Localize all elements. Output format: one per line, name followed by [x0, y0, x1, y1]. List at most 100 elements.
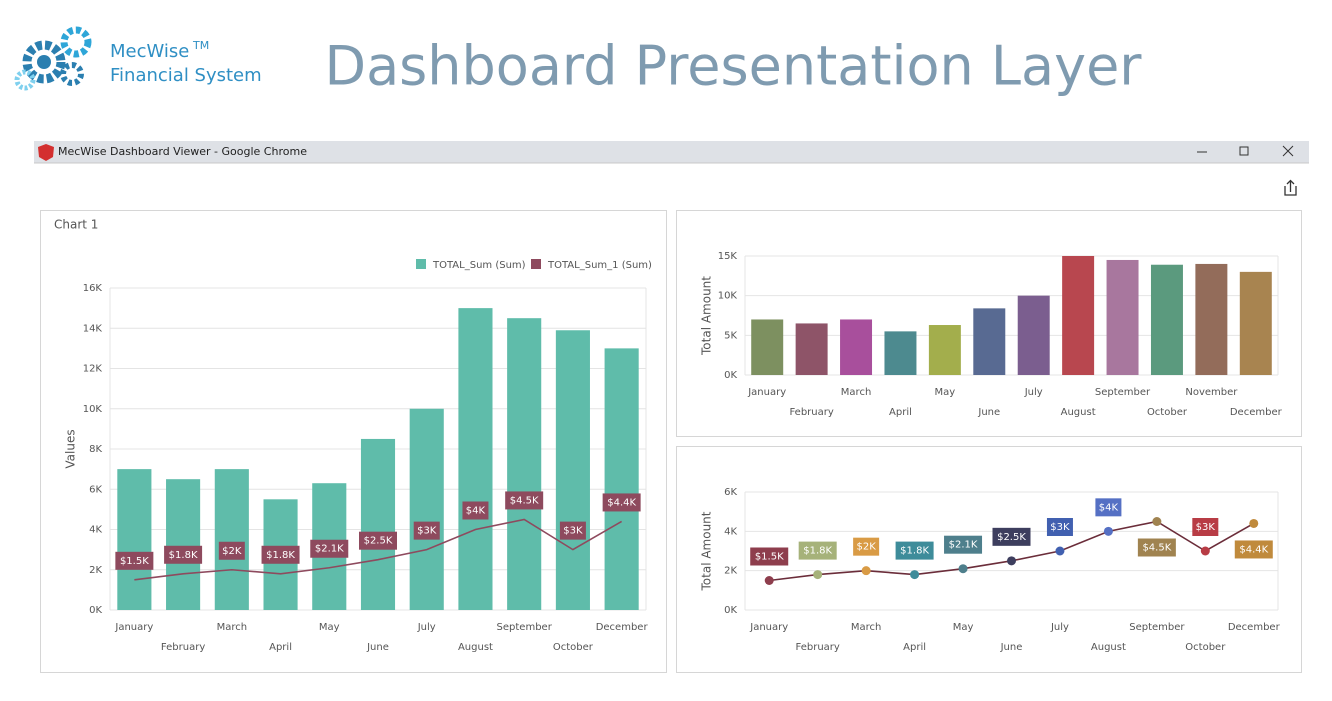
export-button[interactable]: [1284, 179, 1297, 196]
x-tick-label: March: [841, 387, 871, 398]
y-tick-label: 0K: [724, 605, 737, 616]
panel: [676, 446, 1302, 673]
x-tick-label: January: [747, 387, 786, 398]
x-tick-label: October: [1147, 407, 1188, 418]
bar: [795, 323, 828, 375]
bar: [973, 308, 1006, 375]
bar: [1195, 263, 1228, 375]
x-tick-label: October: [553, 642, 594, 653]
point: [813, 570, 823, 580]
restore-button[interactable]: [1239, 146, 1249, 156]
value-label: $3K: [1196, 522, 1216, 533]
value-label-box: [1095, 498, 1122, 517]
x-tick-label: March: [217, 622, 247, 633]
y-tick-label: 16K: [83, 283, 103, 294]
bar: [751, 319, 784, 375]
value-label-box: [413, 521, 440, 540]
value-label-box: [853, 537, 880, 556]
point: [958, 564, 968, 574]
bar: [555, 330, 590, 610]
bar: [166, 479, 201, 610]
x-tick-label: July: [1024, 387, 1043, 398]
x-tick-label: September: [497, 622, 553, 633]
logo: [14, 26, 92, 91]
x-tick-label: September: [1129, 622, 1185, 633]
x-tick-label: August: [1091, 642, 1126, 653]
x-tick-label: May: [319, 622, 340, 633]
x-tick-label: May: [953, 622, 974, 633]
y-tick-label: 4K: [724, 526, 737, 537]
value-label: $3K: [1050, 522, 1070, 533]
value-label: $1.5K: [755, 552, 784, 563]
point: [1103, 526, 1113, 536]
y-tick-label: 0K: [724, 370, 737, 381]
brand-mark: TM: [192, 39, 209, 52]
y-tick-label: 14K: [83, 323, 103, 334]
y-tick-label: 10K: [83, 404, 103, 415]
value-label: $4K: [1099, 502, 1119, 513]
point: [1055, 546, 1065, 556]
value-label: $3K: [563, 526, 583, 537]
x-tick-label: October: [1185, 642, 1226, 653]
y-tick-label: 4K: [89, 525, 102, 536]
value-label-box: [1192, 518, 1219, 536]
browser-bar: [34, 141, 1309, 163]
x-tick-label: August: [458, 642, 493, 653]
value-label-box: [750, 547, 789, 566]
bar: [117, 469, 152, 610]
value-label: $2.1K: [949, 540, 978, 551]
point: [910, 570, 920, 580]
y-axis-title: Total Amount: [700, 276, 714, 356]
point: [1152, 517, 1162, 526]
y-tick-label: 15K: [718, 251, 738, 262]
bar: [884, 331, 917, 375]
legend-swatch: [416, 259, 426, 269]
value-label: $4.5K: [510, 495, 539, 506]
brand-sub: Financial System: [110, 65, 262, 86]
bar: [840, 319, 873, 375]
x-tick-label: December: [1228, 622, 1281, 633]
x-tick-label: January: [749, 622, 788, 633]
value-label: $4.5K: [1142, 543, 1171, 554]
value-label-box: [261, 545, 300, 564]
y-axis-title: Values: [64, 429, 78, 468]
x-tick-label: July: [1050, 622, 1069, 633]
value-label-box: [602, 493, 641, 512]
value-label: $3K: [417, 526, 437, 537]
y-tick-label: 6K: [724, 487, 737, 498]
x-tick-label: April: [889, 407, 912, 418]
y-tick-label: 12K: [83, 364, 103, 375]
point: [1249, 518, 1259, 528]
value-label-box: [992, 527, 1031, 546]
value-label: $4K: [466, 506, 486, 517]
bar: [214, 469, 249, 610]
bar: [604, 348, 639, 610]
point: [764, 576, 774, 585]
value-label-box: [359, 531, 397, 550]
x-tick-label: June: [366, 642, 389, 653]
bar: [1239, 271, 1272, 375]
bar: [458, 308, 493, 610]
close-button[interactable]: [1282, 145, 1294, 157]
x-tick-label: January: [114, 622, 153, 633]
value-label: $2.5K: [364, 536, 393, 547]
value-label: $2K: [222, 546, 242, 557]
x-tick-label: July: [417, 622, 436, 633]
bar: [1150, 264, 1183, 375]
bar: [360, 438, 396, 610]
value-label-box: [798, 541, 837, 560]
value-label: $1.8K: [900, 546, 929, 557]
value-label: $1.8K: [169, 550, 198, 561]
y-tick-label: 5K: [724, 330, 737, 341]
point: [1200, 546, 1210, 556]
value-label-box: [505, 491, 544, 510]
value-label: $2.5K: [997, 532, 1026, 543]
y-tick-label: 2K: [89, 565, 102, 576]
bar: [1017, 295, 1050, 375]
value-label-box: [462, 501, 489, 520]
value-label-box: [115, 551, 154, 570]
value-label: $1.8K: [803, 546, 832, 557]
y-axis-title: Total Amount: [700, 511, 714, 591]
